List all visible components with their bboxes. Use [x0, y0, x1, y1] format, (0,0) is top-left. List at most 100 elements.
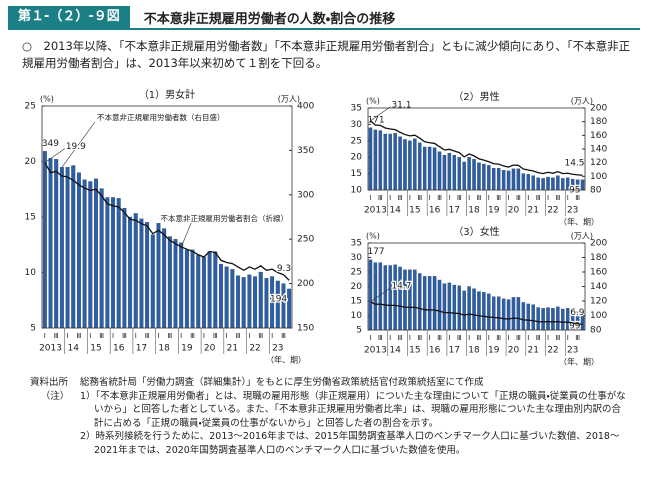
annotation-leader	[61, 121, 96, 168]
year-label: 20	[204, 344, 216, 354]
x-tick-label: Ⅰ	[226, 332, 228, 340]
year-label: 19	[181, 344, 193, 354]
y-tick-label: 20	[25, 157, 37, 167]
y-tick-label: 20	[351, 153, 363, 163]
bar	[437, 151, 442, 191]
data-label: 31.1	[391, 100, 411, 110]
x-tick-label: Ⅰ	[180, 332, 182, 340]
bar	[472, 288, 476, 331]
data-label: 19.9	[66, 142, 86, 152]
year-label: 21	[227, 344, 238, 354]
bar	[472, 159, 476, 191]
y-tick-label: 25	[351, 136, 362, 146]
series-annotation: 不本意非正規雇用労働者数（右目盛）	[97, 112, 225, 122]
bar	[373, 129, 378, 191]
x-tick-label: Ⅰ	[567, 194, 569, 202]
y2-tick-label: 160	[590, 131, 607, 141]
bar	[487, 165, 491, 191]
y-tick-label: 10	[351, 311, 363, 321]
x-tick-label: Ⅰ	[527, 334, 529, 342]
bar	[467, 286, 471, 331]
series-annotation: 不本意非正規雇用労働者割合（折線）	[161, 213, 289, 223]
summary: ○ 2013年以降、「不本意非正規雇用労働者数」「不本意非正規雇用労働者割合」と…	[22, 39, 631, 70]
bar	[432, 147, 437, 191]
year-label: 17	[449, 206, 460, 216]
year-label: 23	[567, 206, 578, 216]
y2-tick-label: 200	[590, 104, 607, 114]
bar	[492, 296, 496, 331]
bar	[521, 302, 526, 331]
bar	[526, 303, 531, 331]
x-tick-label: Ⅲ	[437, 194, 442, 202]
x-tick-label: Ⅰ	[508, 194, 510, 202]
bar	[546, 307, 550, 331]
x-tick-label: Ⅲ	[236, 332, 241, 340]
year-label: 15	[409, 346, 420, 356]
bar	[501, 170, 506, 191]
bar	[467, 157, 471, 191]
bar	[201, 256, 206, 329]
source-text: 総務省統計局「労働力調査（詳細集計）」をもとに厚生労働省政策統括官付政策統括室に…	[80, 377, 484, 388]
bar	[122, 207, 127, 329]
figure-title: 不本意非正規雇用労働者の人数・割合の推移	[143, 11, 396, 27]
x-axis-unit: （年、期）	[559, 217, 599, 227]
year-label: 19	[488, 346, 500, 356]
x-tick-label: Ⅲ	[516, 194, 521, 202]
y2-tick-label: 80	[590, 186, 602, 196]
bar	[452, 154, 457, 191]
bar	[531, 304, 535, 331]
note: 1）「不本意非正規雇用労働者」とは、現職の雇用形態（非正規雇用）についた主な理由…	[80, 390, 626, 429]
y-tick-label: 15	[351, 169, 362, 179]
year-label: 16	[113, 344, 125, 354]
y2-tick-label: 300	[297, 190, 314, 200]
bar	[383, 265, 387, 331]
x-tick-label: Ⅰ	[369, 334, 371, 342]
x-tick-label: Ⅲ	[437, 334, 442, 342]
y-tick-label: 10	[25, 268, 37, 278]
x-tick-label: Ⅲ	[536, 334, 541, 342]
bar	[196, 255, 201, 329]
bar	[422, 276, 427, 331]
bar	[388, 265, 392, 331]
y-tick-label: 35	[351, 104, 362, 114]
year-label: 17	[136, 344, 147, 354]
data-label: 171	[367, 115, 384, 125]
x-tick-label: Ⅰ	[409, 334, 411, 342]
x-tick-label: Ⅰ	[547, 194, 549, 202]
year-label: 18	[158, 344, 170, 354]
x-tick-label: Ⅰ	[389, 334, 391, 342]
y2-axis-unit: (万人)	[278, 95, 300, 104]
plot-frame	[41, 105, 293, 329]
bar	[506, 170, 511, 191]
x-tick-label: Ⅰ	[112, 332, 114, 340]
x-tick-label: Ⅲ	[398, 334, 403, 342]
year-label: 20	[508, 346, 520, 356]
bar	[501, 298, 506, 331]
chart-title: （1）男女計	[139, 88, 195, 101]
x-tick-label: Ⅰ	[203, 332, 205, 340]
y2-tick-label: 180	[590, 117, 607, 127]
figure-label: 第１-（２）-９図	[8, 6, 130, 28]
x-tick-label: Ⅰ	[157, 332, 159, 340]
bar	[437, 279, 442, 331]
bar	[42, 151, 47, 329]
bar	[413, 138, 417, 191]
bar	[150, 234, 155, 329]
x-tick-label: Ⅰ	[567, 334, 569, 342]
bar	[48, 158, 53, 329]
note: 2）時系列接続を行うために、2013～2016年までは、2015年国勢調査基準人…	[80, 431, 620, 456]
bar	[388, 133, 392, 191]
y-tick-label: 20	[351, 282, 363, 292]
bar	[482, 292, 486, 331]
bar	[556, 175, 560, 191]
bar	[99, 188, 104, 329]
x-tick-label: Ⅰ	[89, 332, 91, 340]
bar	[378, 262, 383, 331]
bar	[184, 249, 189, 329]
bar	[403, 269, 407, 331]
bar	[213, 251, 218, 329]
notes-label: （注）	[40, 390, 70, 402]
bar	[258, 271, 263, 329]
year-label: 15	[90, 344, 101, 354]
